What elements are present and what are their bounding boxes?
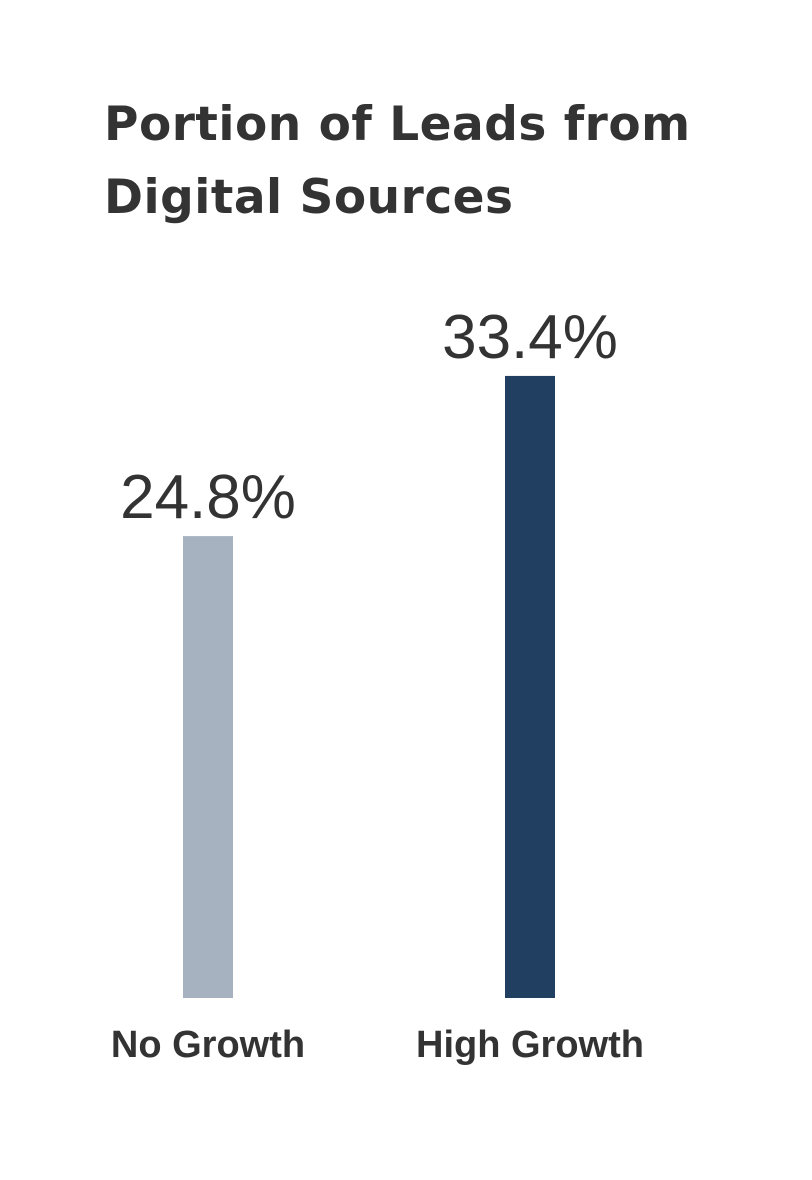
value-label-no-growth: 24.8% [120,463,296,532]
bars-layer: 24.8% No Growth 33.4% High Growth [111,303,644,1066]
category-label-high-growth: High Growth [416,1024,644,1066]
chart-title: Portion of Leads from Digital Sources [104,97,691,225]
category-label-no-growth: No Growth [111,1024,305,1066]
value-label-high-growth: 33.4% [442,303,618,372]
bar-high-growth [505,375,555,998]
bar-no-growth [183,536,233,998]
